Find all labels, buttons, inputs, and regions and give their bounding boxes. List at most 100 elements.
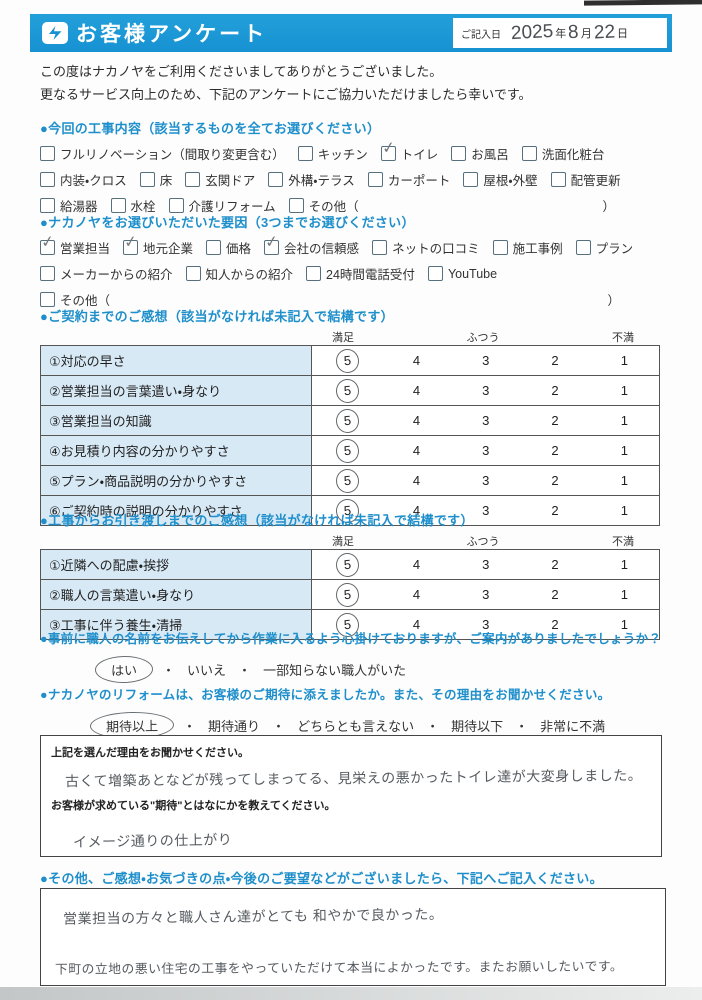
rating-2[interactable]: 2	[551, 503, 559, 518]
rating-3[interactable]: 3	[482, 503, 490, 518]
rating-2[interactable]: 2	[551, 413, 559, 428]
rating-5-selected[interactable]: 5	[334, 377, 360, 404]
checkbox[interactable]: ✓	[168, 198, 184, 213]
checkbox-item[interactable]: ✓ 施工事例	[492, 238, 563, 257]
checkbox-item[interactable]: ✓ 会社の信頼感	[264, 233, 359, 257]
checkbox-item[interactable]: ✓ 地元企業	[123, 233, 193, 257]
option-partially-unknown[interactable]: 一部知らない職人がいた	[263, 663, 407, 678]
rating-5-selected[interactable]: 5	[334, 467, 360, 494]
checkbox[interactable]: ✓	[123, 233, 139, 255]
checkbox-item[interactable]: ✓ その他（	[288, 196, 359, 215]
checkbox-item[interactable]: ✓ 洗面化粧台	[521, 144, 604, 163]
option-yes[interactable]: はい	[94, 655, 154, 684]
rating-5-selected[interactable]: 5	[334, 581, 360, 608]
rating-1[interactable]: 1	[620, 557, 628, 572]
rating-1[interactable]: 1	[620, 503, 628, 518]
rating-3[interactable]: 3	[482, 617, 490, 632]
checkbox-item[interactable]: ✓ 価格	[206, 238, 251, 257]
checkbox[interactable]: ✓	[427, 266, 443, 281]
checkbox[interactable]: ✓	[521, 146, 537, 161]
checkbox-item[interactable]: ✓ プラン	[575, 238, 633, 257]
checkbox[interactable]: ✓	[264, 233, 280, 255]
rating-1[interactable]: 1	[620, 413, 628, 428]
checkbox[interactable]: ✓	[185, 172, 201, 187]
checkbox-item[interactable]: ✓ その他（	[40, 290, 110, 309]
checkbox[interactable]: ✓	[550, 172, 566, 187]
rating-3[interactable]: 3	[482, 353, 490, 368]
rating-4[interactable]: 4	[412, 443, 421, 458]
reason-answer-1[interactable]: 古くて増築あとなどが残ってしまってる、見栄えの悪かったトイレ達が大変身しました。	[64, 767, 643, 790]
checkbox[interactable]: ✓	[575, 240, 591, 255]
rating-4[interactable]: 4	[412, 353, 421, 368]
checkbox[interactable]: ✓	[185, 266, 201, 281]
checkbox-item[interactable]: ✓ カーポート	[367, 170, 450, 189]
reason-answer-2[interactable]: イメージ通りの仕上がり	[72, 831, 233, 851]
checkbox-item[interactable]: ✓ 営業担当	[40, 233, 110, 257]
checkbox[interactable]: ✓	[297, 146, 313, 161]
rating-2[interactable]: 2	[551, 473, 559, 488]
checkbox[interactable]: ✓	[40, 172, 55, 187]
rating-1[interactable]: 1	[620, 473, 628, 488]
rating-1[interactable]: 1	[620, 617, 628, 632]
date-month-field[interactable]: 8	[567, 21, 580, 44]
rating-4[interactable]: 4	[412, 587, 421, 602]
rating-4[interactable]: 4	[412, 383, 421, 398]
rating-2[interactable]: 2	[551, 557, 559, 572]
comment-line-1[interactable]: 営業担当の方々と職人さん達がとても 和やかで良かった。	[62, 905, 444, 927]
rating-4[interactable]: 4	[412, 503, 421, 518]
comment-line-2[interactable]: 下町の立地の悪い住宅の工事をやっていただけて本当によかったです。またお願いしたい…	[54, 958, 624, 977]
checkbox[interactable]: ✓	[40, 146, 55, 161]
rating-1[interactable]: 1	[620, 443, 628, 458]
rating-3[interactable]: 3	[482, 587, 490, 602]
date-year-field[interactable]: 2025	[510, 20, 554, 45]
rating-4[interactable]: 4	[412, 557, 421, 572]
rating-4[interactable]: 4	[412, 617, 421, 632]
checkbox-item[interactable]: ✓ 知人からの紹介	[185, 264, 293, 283]
checkbox-item[interactable]: ✓ 24時間電話受付	[306, 264, 415, 283]
rating-5-selected[interactable]: 5	[334, 347, 360, 374]
option-very-dissatisfied[interactable]: 非常に不満	[540, 719, 606, 734]
date-day-field[interactable]: 22	[593, 21, 616, 44]
option-no[interactable]: いいえ	[187, 663, 227, 678]
checkbox-item[interactable]: ✓ 玄関ドア	[185, 170, 255, 189]
rating-1[interactable]: 1	[620, 383, 628, 398]
rating-2[interactable]: 2	[551, 617, 559, 632]
checkbox[interactable]: ✓	[306, 266, 322, 281]
checkbox-item[interactable]: ✓ 内装・クロス	[40, 170, 127, 189]
rating-4[interactable]: 4	[412, 473, 421, 488]
checkbox-item[interactable]: ✓ 介護リフォーム	[168, 196, 276, 215]
rating-3[interactable]: 3	[482, 383, 490, 398]
checkbox-item[interactable]: ✓ フルリノベーション（間取り変更含む）	[40, 144, 285, 163]
rating-1[interactable]: 1	[620, 587, 628, 602]
rating-2[interactable]: 2	[551, 383, 559, 398]
checkbox[interactable]: ✓	[110, 198, 126, 213]
checkbox-item[interactable]: ✓ トイレ	[381, 139, 439, 163]
option-neutral[interactable]: どちらとも言えない	[297, 719, 415, 734]
rating-3[interactable]: 3	[482, 413, 490, 428]
rating-1[interactable]: 1	[620, 353, 628, 368]
checkbox[interactable]: ✓	[367, 172, 383, 187]
checkbox[interactable]: ✓	[40, 198, 55, 213]
rating-5-selected[interactable]: 5	[334, 551, 360, 578]
checkbox[interactable]: ✓	[40, 266, 55, 281]
checkbox[interactable]: ✓	[463, 172, 479, 187]
option-below-expectation[interactable]: 期待以下	[451, 719, 504, 734]
rating-2[interactable]: 2	[551, 443, 559, 458]
checkbox[interactable]: ✓	[451, 146, 467, 161]
rating-2[interactable]: 2	[551, 353, 559, 368]
checkbox[interactable]: ✓	[381, 139, 396, 161]
rating-2[interactable]: 2	[551, 587, 559, 602]
rating-4[interactable]: 4	[412, 413, 421, 428]
checkbox[interactable]: ✓	[492, 240, 508, 255]
checkbox-item[interactable]: ✓ ネットの口コミ	[372, 238, 480, 257]
checkbox[interactable]: ✓	[268, 172, 284, 187]
checkbox-item[interactable]: ✓ 屋根・外壁	[463, 170, 538, 189]
rating-5-selected[interactable]: 5	[334, 437, 360, 464]
checkbox-item[interactable]: ✓ YouTube	[427, 266, 497, 281]
rating-3[interactable]: 3	[482, 473, 490, 488]
checkbox-item[interactable]: ✓ 配管更新	[550, 170, 621, 189]
checkbox-item[interactable]: ✓床	[139, 170, 172, 189]
checkbox[interactable]: ✓	[40, 233, 56, 255]
rating-5-selected[interactable]: 5	[334, 407, 360, 434]
checkbox[interactable]: ✓	[288, 198, 304, 213]
